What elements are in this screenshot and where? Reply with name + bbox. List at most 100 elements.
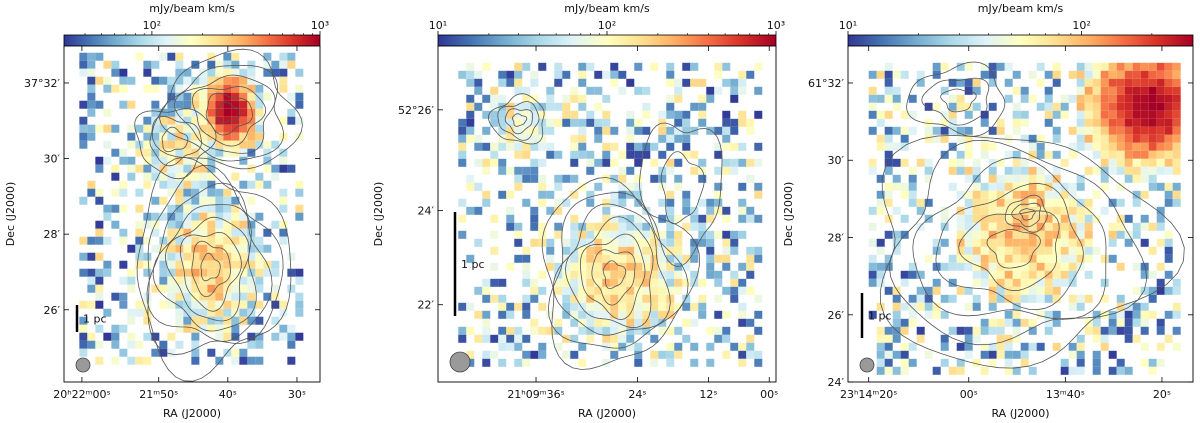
pixel-cell — [263, 140, 272, 149]
pixel-cell — [1012, 278, 1021, 287]
pixel-cell — [610, 310, 619, 319]
pixel-cell — [1172, 190, 1181, 199]
pixel-cell — [1076, 206, 1085, 215]
pixel-cell — [730, 294, 739, 303]
pixel-cell — [578, 310, 587, 319]
pixel-cell — [1044, 94, 1053, 103]
pixel-cell — [207, 196, 216, 205]
pixel-cell — [466, 126, 475, 135]
pixel-cell — [1172, 302, 1181, 311]
pixel-cell — [207, 76, 216, 85]
pixel-cell — [514, 174, 523, 183]
pixel-cell — [1076, 94, 1085, 103]
pixel-cell — [167, 132, 176, 141]
contour-line — [935, 182, 1084, 311]
pixel-cell — [458, 198, 467, 207]
pixel-cell — [498, 294, 507, 303]
pixel-cell — [722, 214, 731, 223]
pixel-cell — [940, 358, 949, 367]
pixel-cell — [674, 238, 683, 247]
pixel-cell — [143, 60, 152, 69]
pixel-cell — [223, 276, 232, 285]
pixel-cell — [1092, 134, 1101, 143]
pixel-cell — [295, 188, 304, 197]
y-tick-label: 30′ — [828, 154, 845, 167]
pixel-cell — [1044, 222, 1053, 231]
pixel-cell — [295, 116, 304, 125]
pixel-cell — [682, 78, 691, 87]
pixel-cell — [522, 174, 531, 183]
pixel-cell — [1100, 134, 1109, 143]
pixel-cell — [940, 206, 949, 215]
pixel-cell — [722, 134, 731, 143]
pixel-cell — [159, 196, 168, 205]
pixel-cell — [514, 78, 523, 87]
pixel-cell — [215, 244, 224, 253]
pixel-cell — [900, 134, 909, 143]
pixel-cell — [714, 206, 723, 215]
pixel-cell — [876, 238, 885, 247]
pixel-cell — [594, 158, 603, 167]
pixel-cell — [1164, 334, 1173, 343]
pixel-cell — [474, 86, 483, 95]
pixel-cell — [988, 102, 997, 111]
pixel-cell — [175, 60, 184, 69]
pixel-cell — [530, 238, 539, 247]
pixel-cell — [199, 276, 208, 285]
pixel-cell — [546, 142, 555, 151]
pixel-cell — [1012, 206, 1021, 215]
pixel-cell — [594, 302, 603, 311]
pixel-cell — [1100, 294, 1109, 303]
pixel-cell — [514, 102, 523, 111]
x-tick-label: 30ˢ — [288, 388, 306, 401]
pixel-cell — [151, 60, 160, 69]
pixel-cell — [183, 180, 192, 189]
pixel-cell — [546, 102, 555, 111]
pixel-cell — [602, 270, 611, 279]
pixel-cell — [594, 134, 603, 143]
pixel-cell — [111, 68, 120, 77]
pixel-cell — [223, 188, 232, 197]
pixel-cell — [1004, 246, 1013, 255]
pixel-cell — [239, 132, 248, 141]
pixel-cell — [498, 310, 507, 319]
pixel-cell — [223, 300, 232, 309]
pixel-cell — [111, 84, 120, 93]
pixel-cell — [506, 126, 515, 135]
pixel-cell — [714, 62, 723, 71]
pixel-cell — [1044, 294, 1053, 303]
pixel-cell — [996, 126, 1005, 135]
pixel-cell — [522, 262, 531, 271]
pixel-cell — [207, 236, 216, 245]
pixel-cell — [119, 100, 128, 109]
pixel-cell — [738, 286, 747, 295]
pixel-cell — [223, 308, 232, 317]
pixel-cell — [1132, 334, 1141, 343]
pixel-cell — [650, 174, 659, 183]
pixel-cell — [1140, 78, 1149, 87]
pixel-cell — [682, 318, 691, 327]
pixel-cell — [972, 78, 981, 87]
pixel-cell — [1148, 86, 1157, 95]
pixel-cell — [594, 318, 603, 327]
pixel-cell — [1140, 310, 1149, 319]
pixel-cell — [730, 118, 739, 127]
pixel-cell — [1108, 150, 1117, 159]
pixel-cell — [570, 86, 579, 95]
pixel-cell — [514, 326, 523, 335]
pixel-cell — [900, 302, 909, 311]
pixel-cell — [1116, 134, 1125, 143]
pixel-cell — [980, 110, 989, 119]
pixel-cell — [996, 246, 1005, 255]
pixel-cell — [730, 230, 739, 239]
pixel-cell — [666, 350, 675, 359]
pixel-cell — [626, 222, 635, 231]
pixel-cell — [948, 262, 957, 271]
pixel-cell — [1108, 166, 1117, 175]
pixel-cell — [1068, 214, 1077, 223]
pixel-cell — [884, 166, 893, 175]
pixel-cell — [223, 228, 232, 237]
pixel-cell — [167, 348, 176, 357]
